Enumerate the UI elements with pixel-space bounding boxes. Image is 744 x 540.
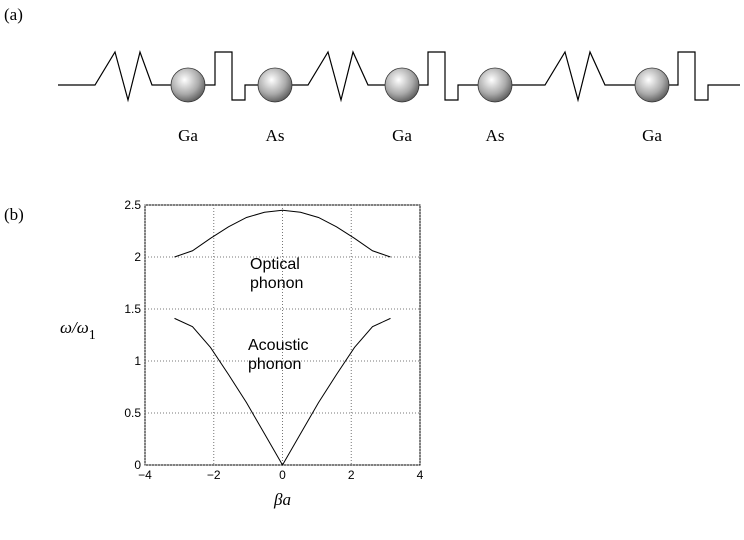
x-tick-label: −2 (207, 468, 221, 482)
panel-label: (a) (4, 5, 23, 24)
y-tick-label: 0.5 (124, 406, 141, 420)
y-axis-label-sub: 1 (89, 328, 96, 343)
y-tick-label: 1 (134, 354, 141, 368)
y-tick-label: 1.5 (124, 302, 141, 316)
atom (477, 67, 513, 103)
annotation: phonon (250, 275, 303, 292)
atom-label: Ga (642, 126, 662, 145)
atom (257, 67, 293, 103)
x-tick-label: 4 (417, 468, 424, 482)
y-axis-label: ω/ω1 (60, 318, 96, 343)
atom (634, 67, 670, 103)
atom (170, 67, 206, 103)
atom-label: As (266, 126, 285, 145)
x-tick-label: 0 (279, 468, 286, 482)
atom (384, 67, 420, 103)
line (174, 317, 391, 467)
x-tick-label: 2 (348, 468, 355, 482)
annotation: Optical (250, 256, 300, 273)
annotation: Acoustic (248, 337, 308, 354)
y-tick-label: 2 (134, 250, 141, 264)
line (174, 209, 391, 258)
y-tick-label: 0 (134, 458, 141, 472)
x-tick-label: −4 (138, 468, 152, 482)
atom-label: Ga (392, 126, 412, 145)
y-tick-label: 2.5 (124, 198, 141, 212)
chain (58, 49, 740, 103)
panel-label: (b) (4, 205, 24, 224)
atom-label: As (486, 126, 505, 145)
annotation: phonon (248, 356, 301, 373)
y-axis-label-text: ω/ω (60, 318, 89, 337)
x-axis-label: βa (273, 490, 291, 509)
atom-label: Ga (178, 126, 198, 145)
